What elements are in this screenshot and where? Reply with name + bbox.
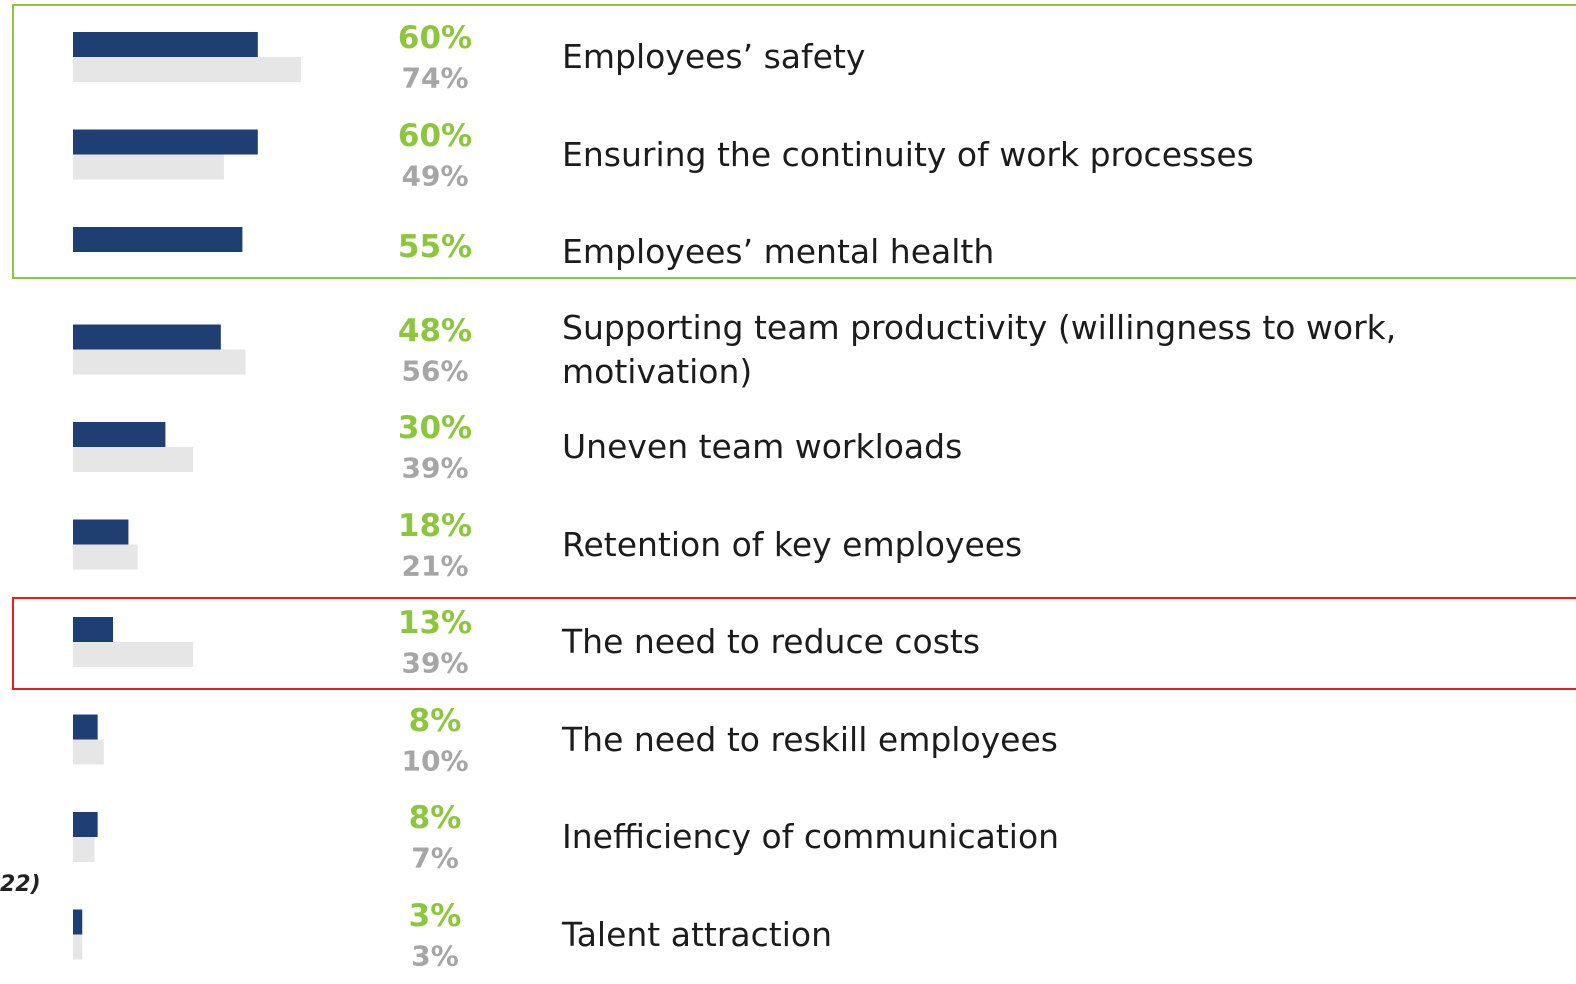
bar	[73, 714, 98, 740]
bar	[73, 447, 194, 472]
category-label: Employees’ mental health	[562, 232, 995, 271]
value-label: 8%	[408, 800, 462, 836]
value-label: 3%	[408, 897, 462, 934]
bar	[73, 324, 221, 350]
value-label: 30%	[397, 410, 473, 446]
bar	[73, 739, 104, 765]
value-label: 7%	[411, 841, 459, 875]
bar	[73, 519, 129, 545]
category-label: The need to reskill employees	[562, 719, 1058, 759]
value-label: 55%	[397, 229, 473, 265]
value-label: 3%	[411, 939, 459, 972]
bar	[73, 812, 98, 837]
bar	[73, 837, 95, 862]
bar	[73, 617, 114, 642]
category-label: The need to reduce costs	[562, 622, 981, 661]
bar	[73, 909, 83, 935]
bar	[73, 32, 258, 57]
value-label: 18%	[397, 507, 473, 544]
category-label: Retention of key employees	[562, 524, 1023, 564]
highlight-box-green	[12, 4, 1576, 279]
bar	[73, 129, 258, 155]
value-label: 49%	[401, 159, 469, 192]
bar	[73, 227, 243, 252]
category-label: Ensuring the continuity of work processe…	[562, 134, 1254, 174]
value-label: 48%	[397, 312, 473, 349]
value-label: 74%	[401, 61, 469, 95]
highlight-box-red	[12, 597, 1576, 690]
category-label: Talent attraction	[562, 914, 832, 954]
value-label: 39%	[401, 451, 469, 485]
bar	[73, 544, 138, 570]
bar	[73, 57, 301, 82]
value-label: 21%	[401, 549, 469, 582]
bar	[73, 422, 166, 447]
category-label: Inefficiency of communication	[562, 817, 1060, 856]
note: 22)	[0, 872, 41, 897]
value-label: 10%	[401, 744, 469, 777]
bar	[73, 642, 194, 667]
bar	[73, 154, 224, 180]
bar	[73, 349, 246, 375]
value-label: 39%	[401, 646, 469, 680]
value-label: 60%	[397, 117, 473, 154]
value-label: 56%	[401, 354, 469, 387]
category-label: Employees’ safety	[562, 37, 866, 76]
category-label: Uneven team workloads	[562, 427, 963, 466]
category-label: Supporting team productivity (willingnes…	[562, 307, 1397, 391]
bar	[73, 934, 83, 960]
value-label: 60%	[397, 20, 473, 56]
value-label: 8%	[408, 702, 462, 739]
value-label: 13%	[397, 605, 473, 641]
